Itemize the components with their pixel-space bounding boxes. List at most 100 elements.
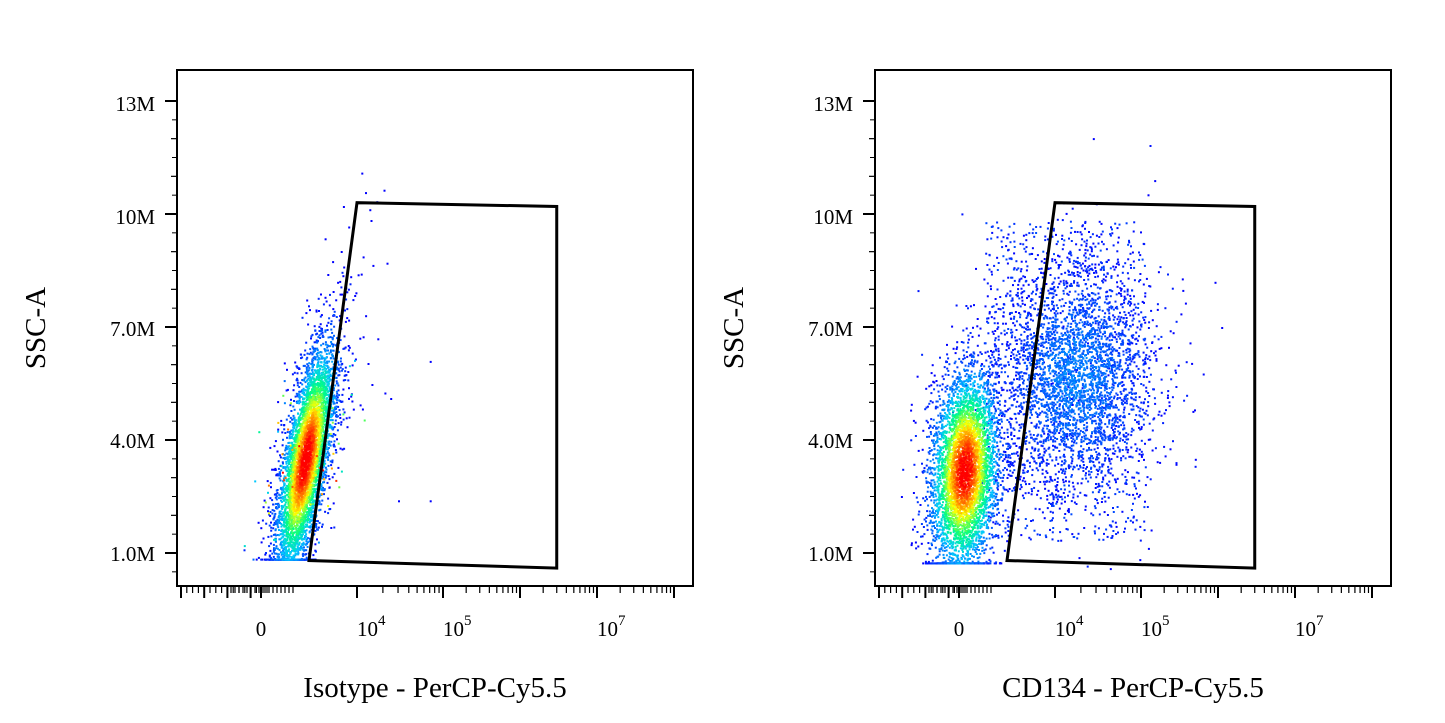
event-dot [309, 408, 312, 411]
event-dot [343, 411, 346, 414]
event-dot [311, 491, 314, 494]
event-dot [336, 396, 339, 399]
event-dot [323, 459, 326, 462]
event-dot [301, 486, 304, 488]
event-dot [304, 491, 307, 494]
event-dot [293, 515, 296, 518]
event-dot [313, 355, 316, 358]
event-dot [333, 334, 335, 337]
event-dot [312, 403, 315, 406]
event-dot [297, 495, 300, 498]
event-dot [318, 389, 321, 392]
event-dot [340, 286, 343, 289]
event-dot [305, 341, 308, 344]
event-dot [334, 422, 337, 425]
event-dot [309, 405, 312, 408]
event-dot [311, 515, 314, 518]
event-dot [314, 410, 317, 412]
event-dot [300, 498, 303, 501]
event-dot [290, 464, 293, 467]
event-dot [279, 475, 282, 478]
event-dot [319, 315, 322, 318]
event-dot [305, 480, 308, 483]
event-dot [302, 425, 305, 428]
event-dot [287, 549, 290, 552]
event-dot [289, 498, 292, 501]
event-dot [337, 415, 339, 418]
event-dot [311, 447, 314, 450]
event-dot [306, 398, 308, 401]
event-dot [361, 172, 364, 175]
event-dot [299, 513, 302, 516]
event-dot [276, 492, 279, 494]
event-dot [322, 401, 325, 404]
event-dot [303, 428, 306, 431]
event-dot [300, 390, 303, 393]
event-dot [328, 386, 331, 389]
event-dot [315, 439, 318, 442]
event-dot [311, 444, 313, 447]
event-dot [314, 446, 316, 448]
event-dot [297, 429, 300, 431]
event-dot [324, 415, 327, 418]
event-dot [281, 491, 283, 494]
event-dot [308, 372, 311, 375]
event-dot [339, 366, 342, 369]
event-dot [304, 376, 307, 379]
event-dot [272, 503, 275, 506]
event-dot [262, 537, 265, 540]
event-dot [289, 509, 292, 512]
event-dot [302, 530, 305, 532]
event-dot [317, 383, 320, 386]
event-dot [283, 428, 286, 431]
event-dot [296, 434, 299, 436]
event-dot [310, 467, 313, 469]
event-dot [342, 418, 345, 421]
event-dot [325, 375, 328, 378]
event-dot [281, 453, 284, 456]
event-dot [307, 410, 310, 413]
event-dot [325, 368, 328, 370]
event-dot [287, 414, 290, 417]
event-dot [304, 481, 307, 484]
event-dot [297, 450, 300, 453]
event-dot [305, 367, 308, 370]
event-dot [330, 440, 333, 443]
event-dot [316, 425, 319, 428]
event-dot [306, 393, 309, 396]
event-dot [306, 415, 309, 418]
event-dot [333, 440, 336, 443]
event-dot [321, 420, 324, 423]
event-dot [307, 424, 310, 427]
event-dot [294, 544, 297, 547]
event-dot [290, 544, 293, 547]
event-dot [336, 337, 339, 340]
event-dot [336, 392, 339, 395]
event-dot [330, 328, 333, 331]
event-dot [309, 509, 312, 512]
event-dot [282, 466, 285, 469]
event-dot [297, 412, 299, 415]
event-dot [307, 517, 310, 520]
event-dot [289, 468, 292, 471]
event-dot [313, 341, 316, 344]
event-dot [310, 378, 313, 381]
event-dot [293, 460, 296, 463]
event-dot [311, 472, 314, 474]
event-dot [287, 501, 290, 504]
event-dot [311, 345, 314, 348]
event-dot [367, 363, 370, 365]
event-dot [271, 468, 274, 471]
event-dot [318, 371, 321, 374]
event-dot [277, 474, 280, 477]
event-dot [271, 512, 274, 515]
event-dot [339, 417, 342, 419]
event-dot [301, 497, 304, 500]
event-dot [293, 539, 296, 542]
event-dot [344, 320, 347, 323]
event-dot [286, 436, 288, 439]
event-dot [293, 496, 296, 499]
event-dot [319, 379, 322, 382]
event-dot [308, 497, 311, 500]
